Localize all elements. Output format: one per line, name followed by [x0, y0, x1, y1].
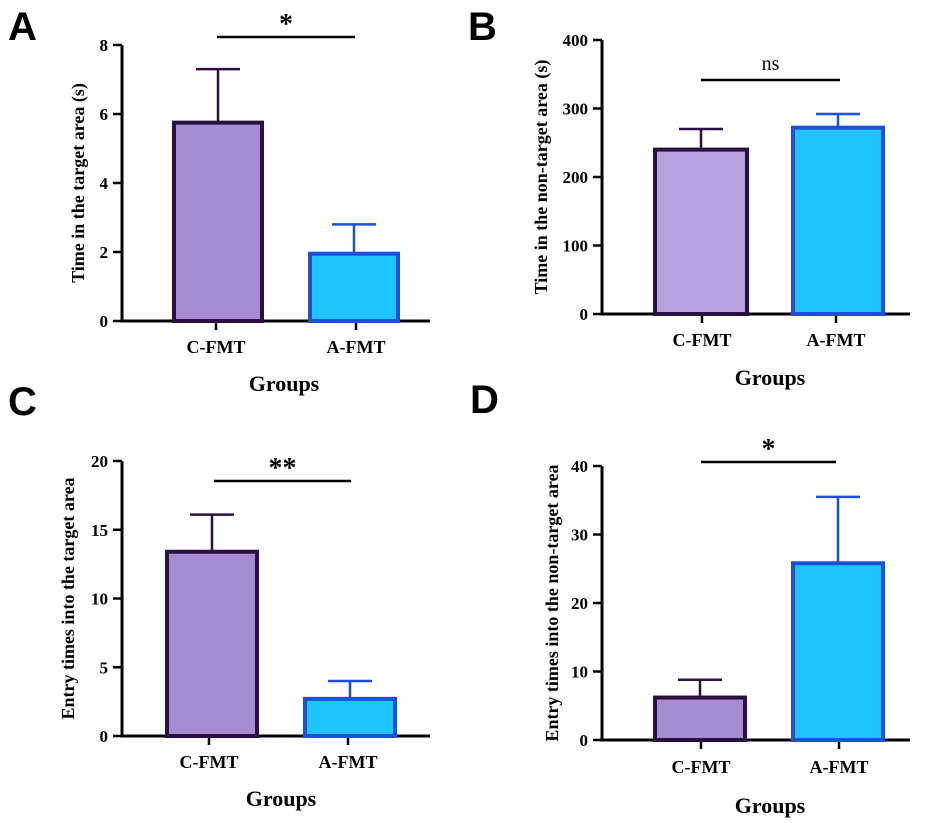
- y-tick-label: 6: [100, 105, 109, 124]
- bar-c-fmt: [653, 695, 747, 743]
- significance-label: **: [269, 453, 297, 484]
- bar-a-fmt: [791, 561, 885, 743]
- y-tick-label: 10: [91, 590, 108, 609]
- x-axis-label: Groups: [735, 793, 806, 818]
- y-tick-label: 30: [571, 526, 588, 545]
- x-axis-label: Groups: [735, 365, 806, 390]
- x-axis-label: Groups: [246, 786, 317, 811]
- y-tick-label: 15: [91, 521, 108, 540]
- category-label: A-FMT: [319, 752, 378, 772]
- y-tick-label: 200: [563, 168, 589, 187]
- y-tick-label: 5: [100, 658, 109, 677]
- y-tick-label: 0: [100, 312, 109, 331]
- category-label: A-FMT: [807, 330, 866, 350]
- category-label: A-FMT: [810, 757, 869, 777]
- category-label: C-FMT: [673, 330, 732, 350]
- y-axis-label: Entry times into the non-target area: [542, 464, 562, 741]
- y-tick-label: 2: [100, 243, 109, 262]
- y-tick-label: 0: [580, 731, 589, 750]
- y-tick-label: 20: [571, 594, 588, 613]
- y-tick-label: 300: [563, 100, 589, 119]
- y-tick-label: 20: [91, 452, 108, 471]
- y-tick-label: 4: [100, 174, 109, 193]
- category-label: A-FMT: [327, 337, 386, 357]
- y-axis-label: Entry times into the target area: [58, 477, 78, 719]
- bar-a-fmt: [303, 696, 397, 738]
- bar-a-fmt: [791, 125, 885, 317]
- bar-c-fmt: [165, 549, 259, 738]
- y-tick-label: 10: [571, 663, 588, 682]
- category-label: C-FMT: [187, 337, 246, 357]
- y-axis-label: Time in the target area (s): [68, 83, 89, 283]
- significance-label: *: [762, 434, 776, 465]
- category-label: C-FMT: [180, 752, 239, 772]
- panel-letter-b: B: [468, 5, 497, 49]
- y-tick-label: 100: [563, 237, 589, 256]
- x-axis-label: Groups: [249, 371, 320, 396]
- bar-c-fmt: [172, 120, 264, 323]
- category-label: C-FMT: [672, 757, 731, 777]
- panel-letter-d: D: [470, 378, 499, 422]
- significance-label: *: [279, 9, 293, 40]
- y-axis-label: Time in the non-target area (s): [531, 60, 552, 295]
- y-tick-label: 0: [580, 305, 589, 324]
- y-tick-label: 40: [571, 457, 588, 476]
- panel-letter-c: C: [8, 380, 37, 424]
- bar-c-fmt: [653, 147, 749, 316]
- y-tick-label: 400: [563, 31, 589, 50]
- significance-label: ns: [762, 53, 780, 75]
- panel-letter-a: A: [8, 5, 37, 49]
- y-tick-label: 8: [100, 36, 109, 55]
- bar-a-fmt: [308, 251, 400, 324]
- y-tick-label: 0: [100, 727, 109, 746]
